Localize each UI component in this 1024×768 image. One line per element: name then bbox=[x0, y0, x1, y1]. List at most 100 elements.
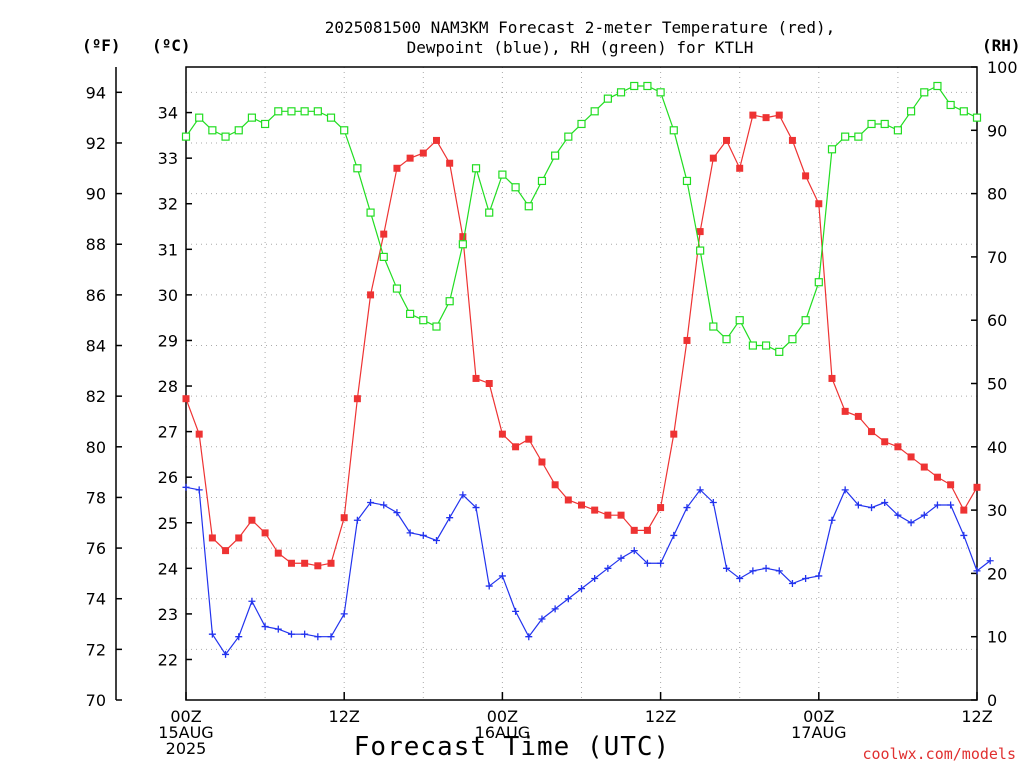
x-tick-label: 15AUG bbox=[158, 723, 213, 742]
temperature-point bbox=[604, 511, 612, 519]
temperature-point bbox=[406, 154, 414, 162]
rh-tick-label: 0 bbox=[987, 691, 997, 710]
fahrenheit-tick-label: 94 bbox=[86, 83, 106, 102]
dewpoint-point bbox=[709, 499, 717, 507]
fahrenheit-tick-label: 70 bbox=[86, 691, 106, 710]
temperature-point bbox=[195, 430, 203, 438]
rh-point bbox=[893, 126, 903, 135]
rh-point bbox=[406, 309, 415, 318]
credit-link[interactable]: coolwx.com/models bbox=[862, 745, 1016, 763]
dewpoint-point bbox=[696, 486, 704, 494]
rh-point bbox=[577, 119, 586, 129]
dewpoint-point bbox=[314, 633, 322, 641]
x-tick-label: 00Z bbox=[487, 707, 518, 726]
dewpoint-point bbox=[657, 559, 665, 567]
rh-point bbox=[340, 126, 349, 135]
dewpoint-point bbox=[907, 519, 915, 527]
rh-point bbox=[709, 322, 718, 331]
temperature-point bbox=[960, 506, 968, 514]
celsius-tick-label: 28 bbox=[158, 377, 178, 396]
dewpoint-point bbox=[432, 536, 440, 544]
temperature-point bbox=[670, 430, 678, 438]
temperature-point bbox=[314, 562, 322, 570]
rh-point bbox=[419, 316, 428, 325]
dewpoint-point bbox=[630, 547, 638, 555]
temperature-point bbox=[749, 111, 757, 119]
dewpoint-point bbox=[406, 529, 414, 537]
celsius-tick-label: 22 bbox=[158, 650, 178, 669]
temperature-point bbox=[696, 228, 704, 236]
temperature-point bbox=[947, 481, 955, 489]
fahrenheit-tick-label: 86 bbox=[86, 286, 106, 305]
celsius-unit-label: (ºC) bbox=[152, 36, 191, 55]
temperature-point bbox=[894, 443, 902, 451]
rh-point bbox=[748, 341, 757, 350]
rh-point bbox=[379, 252, 388, 261]
rh-point bbox=[682, 176, 692, 186]
dewpoint-point bbox=[498, 572, 506, 580]
rh-tick-label: 50 bbox=[987, 375, 1007, 394]
dewpoint-point bbox=[195, 486, 203, 494]
rh-point bbox=[392, 284, 402, 293]
x-tick-label: 17AUG bbox=[791, 723, 846, 742]
dewpoint-point bbox=[222, 650, 230, 658]
fahrenheit-tick-label: 88 bbox=[86, 235, 106, 254]
temperature-point bbox=[512, 443, 520, 451]
temperature-point bbox=[578, 501, 585, 509]
temperature-point bbox=[617, 511, 625, 519]
rh-point bbox=[471, 164, 481, 173]
dewpoint-point bbox=[274, 625, 282, 633]
dewpoint-point bbox=[643, 559, 651, 567]
dewpoint-point bbox=[353, 516, 361, 524]
temperature-point bbox=[551, 481, 559, 489]
dewpoint-point bbox=[419, 531, 427, 539]
rh-point bbox=[906, 107, 916, 116]
dewpoint-point bbox=[578, 585, 585, 593]
rh-point bbox=[801, 316, 810, 325]
rh-point bbox=[854, 132, 863, 141]
chart-title-line-1: 2025081500 NAM3KM Forecast 2-meter Tempe… bbox=[324, 18, 836, 37]
rh-tick-label: 40 bbox=[987, 438, 1007, 457]
temperature-point bbox=[498, 430, 506, 438]
rh-point bbox=[603, 94, 612, 103]
dewpoint-point bbox=[723, 564, 731, 572]
rh-point bbox=[972, 113, 982, 122]
fahrenheit-tick-label: 90 bbox=[86, 185, 106, 204]
x-tick-label: 12Z bbox=[329, 707, 360, 726]
dewpoint-point bbox=[564, 595, 572, 603]
rh-point bbox=[669, 126, 678, 135]
temperature-point bbox=[907, 453, 915, 461]
rh-point bbox=[788, 335, 797, 344]
celsius-tick-label: 34 bbox=[158, 104, 178, 123]
rh-point bbox=[643, 81, 652, 91]
temperature-point bbox=[380, 230, 388, 238]
dewpoint-point bbox=[551, 605, 559, 613]
temperature-point bbox=[657, 504, 665, 512]
temperature-point bbox=[235, 534, 243, 542]
rh-point bbox=[551, 151, 560, 160]
temperature-point bbox=[643, 526, 651, 534]
rh-point bbox=[274, 107, 283, 116]
rh-point bbox=[867, 119, 876, 129]
rh-point bbox=[590, 107, 599, 116]
temperature-point bbox=[485, 380, 493, 387]
rh-point bbox=[234, 126, 243, 135]
rh-tick-label: 10 bbox=[987, 628, 1007, 647]
rh-point bbox=[181, 132, 191, 141]
x-tick-label: 00Z bbox=[170, 707, 201, 726]
dewpoint-point bbox=[920, 511, 928, 519]
dewpoint-point bbox=[393, 509, 401, 517]
celsius-tick-label: 32 bbox=[158, 195, 178, 214]
temperature-point bbox=[287, 559, 295, 567]
dewpoint-point bbox=[538, 615, 546, 623]
dewpoint-point bbox=[670, 531, 678, 539]
fahrenheit-tick-label: 74 bbox=[86, 590, 106, 609]
temperature-point bbox=[630, 526, 638, 534]
rh-point bbox=[827, 145, 837, 154]
dewpoint-point bbox=[802, 574, 810, 582]
temperature-point bbox=[683, 336, 691, 344]
rh-point bbox=[458, 240, 467, 249]
dewpoint-point bbox=[591, 574, 599, 582]
rh-point bbox=[353, 164, 362, 173]
rh-point bbox=[761, 341, 771, 350]
